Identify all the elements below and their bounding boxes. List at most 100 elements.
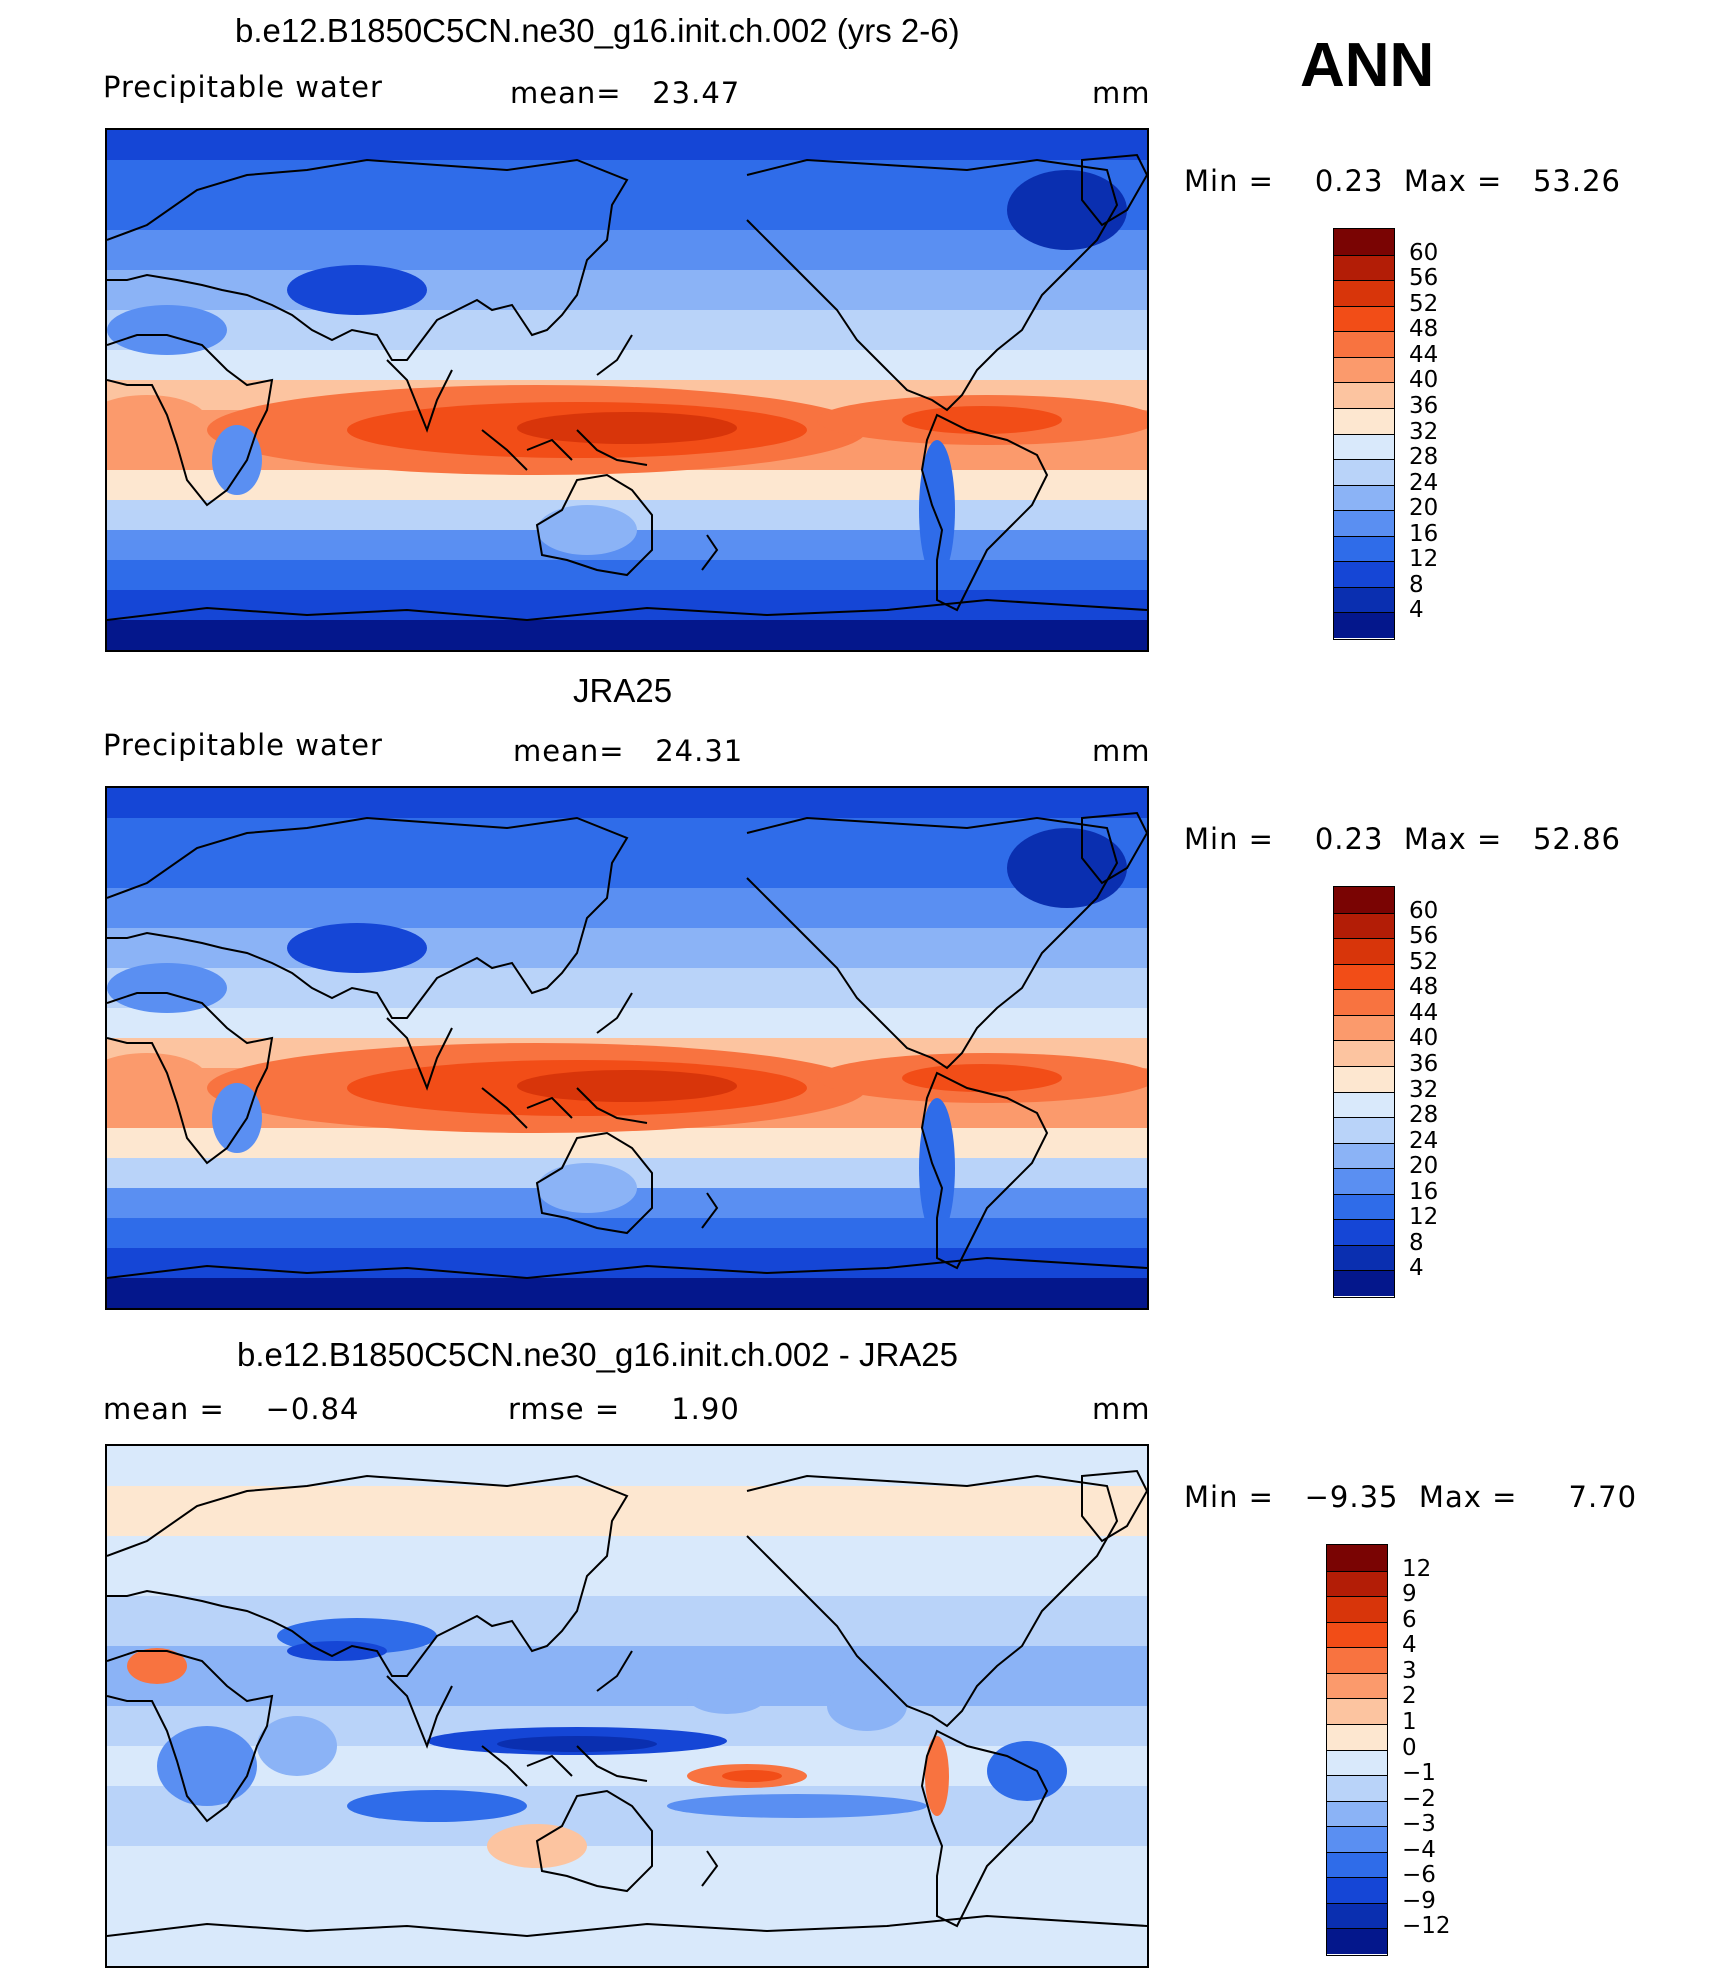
panel-title-model: b.e12.B1850C5CN.ne30_g16.init.ch.002 (yr… (235, 12, 960, 50)
field-blob (687, 1678, 767, 1714)
field-band (107, 1536, 1147, 1596)
colorbar-swatch (1334, 1040, 1394, 1066)
colorbar-swatch (1334, 280, 1394, 306)
colorbar-tick-label: 16 (1409, 1179, 1438, 1205)
map-diff (105, 1444, 1149, 1968)
field-blob (107, 305, 227, 355)
colorbar-tick-label: 3 (1402, 1658, 1417, 1684)
colorbar-swatch (1334, 561, 1394, 587)
colorbar-tick-label: 24 (1409, 1128, 1438, 1154)
minmax-model: Min = 0.23 Max = 53.26 (1184, 164, 1621, 198)
colorbar-tick-label: 36 (1409, 393, 1438, 419)
colorbar-tick-label: 32 (1409, 1077, 1438, 1103)
colorbar-tick-label: 1 (1402, 1709, 1417, 1735)
field-band (107, 1248, 1147, 1278)
colorbar-swatch (1327, 1750, 1387, 1776)
panel-variable-obs: Precipitable water (103, 728, 383, 762)
colorbar-swatch (1334, 485, 1394, 511)
colorbar-swatch (1327, 1622, 1387, 1648)
map-obs (105, 786, 1149, 1310)
field-blob (537, 1163, 637, 1213)
colorbar-swatch (1334, 938, 1394, 964)
colorbar-swatch (1334, 913, 1394, 939)
colorbar-tick-label: 40 (1409, 1025, 1438, 1051)
colorbar-tick-label: 28 (1409, 1102, 1438, 1128)
field-blob (667, 1794, 927, 1818)
panel-title-diff: b.e12.B1850C5CN.ne30_g16.init.ch.002 - J… (237, 1336, 958, 1374)
colorbar-swatch (1334, 1066, 1394, 1092)
colorbar-swatch (1327, 1673, 1387, 1699)
colorbar-swatch (1334, 1168, 1394, 1194)
colorbar-tick-label: 48 (1409, 974, 1438, 1000)
colorbar-swatch (1327, 1928, 1387, 1954)
colorbar-tick-label: 40 (1409, 367, 1438, 393)
field-band (107, 1906, 1147, 1966)
panel-mean-model: mean= 23.47 (510, 76, 740, 110)
field-band (107, 590, 1147, 620)
colorbar-tick-label: 0 (1402, 1735, 1417, 1761)
field-band (107, 1446, 1147, 1486)
panel-title-obs: JRA25 (573, 672, 672, 710)
field-band (107, 470, 1147, 500)
panel-rmse-diff: rmse = 1.90 (508, 1392, 740, 1426)
field-blob (987, 1741, 1067, 1801)
colorbar-swatch (1334, 434, 1394, 460)
colorbar-tick-label: 8 (1409, 572, 1424, 598)
colorbar-tick-label: 24 (1409, 470, 1438, 496)
colorbar-tick-label: 4 (1409, 597, 1424, 623)
colorbar-tick-label: 20 (1409, 495, 1438, 521)
field-band (107, 1786, 1147, 1846)
field-blob (827, 1681, 907, 1731)
colorbar-swatch (1334, 887, 1394, 913)
field-blob (902, 406, 1062, 434)
colorbar-tick-label: −2 (1402, 1786, 1436, 1812)
colorbar-tick-label: 28 (1409, 444, 1438, 470)
field-blob (1007, 828, 1127, 908)
field-blob (347, 1790, 527, 1822)
colorbar-swatch (1334, 964, 1394, 990)
colorbar-swatch (1334, 382, 1394, 408)
colorbar-tick-label: 6 (1402, 1607, 1417, 1633)
colorbar-swatch (1334, 612, 1394, 638)
colorbar-swatch (1327, 1775, 1387, 1801)
colorbar-swatch (1334, 459, 1394, 485)
colorbar-obs (1333, 886, 1395, 1298)
colorbar-swatch (1327, 1852, 1387, 1878)
colorbar-tick-label: 8 (1409, 1230, 1424, 1256)
field-blob (287, 265, 427, 315)
colorbar-tick-label: 60 (1409, 240, 1438, 266)
field-blob (1007, 170, 1127, 250)
colorbar-swatch (1334, 1143, 1394, 1169)
colorbar-tick-label: 12 (1402, 1556, 1431, 1582)
colorbar-tick-label: 4 (1409, 1255, 1424, 1281)
field-band (107, 928, 1147, 968)
colorbar-swatch (1334, 255, 1394, 281)
colorbar-tick-label: 16 (1409, 521, 1438, 547)
colorbar-swatch (1327, 1571, 1387, 1597)
colorbar-tick-label: −12 (1402, 1913, 1451, 1939)
colorbar-swatch (1334, 1092, 1394, 1118)
colorbar-tick-label: 9 (1402, 1581, 1417, 1607)
minmax-obs: Min = 0.23 Max = 52.86 (1184, 822, 1621, 856)
field-blob (517, 1070, 737, 1102)
season-label: ANN (1300, 30, 1434, 101)
field-band (107, 818, 1147, 848)
colorbar-swatch (1334, 408, 1394, 434)
colorbar-tick-label: −3 (1402, 1811, 1436, 1837)
field-blob (517, 412, 737, 444)
field-band (107, 1008, 1147, 1038)
colorbar-tick-label: 56 (1409, 265, 1438, 291)
colorbar-swatch (1334, 1015, 1394, 1041)
colorbar-model (1333, 228, 1395, 640)
colorbar-tick-label: −4 (1402, 1837, 1436, 1863)
colorbar-tick-label: 36 (1409, 1051, 1438, 1077)
colorbar-swatch (1334, 989, 1394, 1015)
field-blob (157, 1726, 257, 1806)
field-band (107, 190, 1147, 230)
colorbar-swatch (1327, 1647, 1387, 1673)
colorbar-swatch (1334, 1117, 1394, 1143)
colorbar-swatch (1327, 1698, 1387, 1724)
field-band (107, 888, 1147, 928)
field-band (107, 130, 1147, 160)
panel-variable-model: Precipitable water (103, 70, 383, 104)
